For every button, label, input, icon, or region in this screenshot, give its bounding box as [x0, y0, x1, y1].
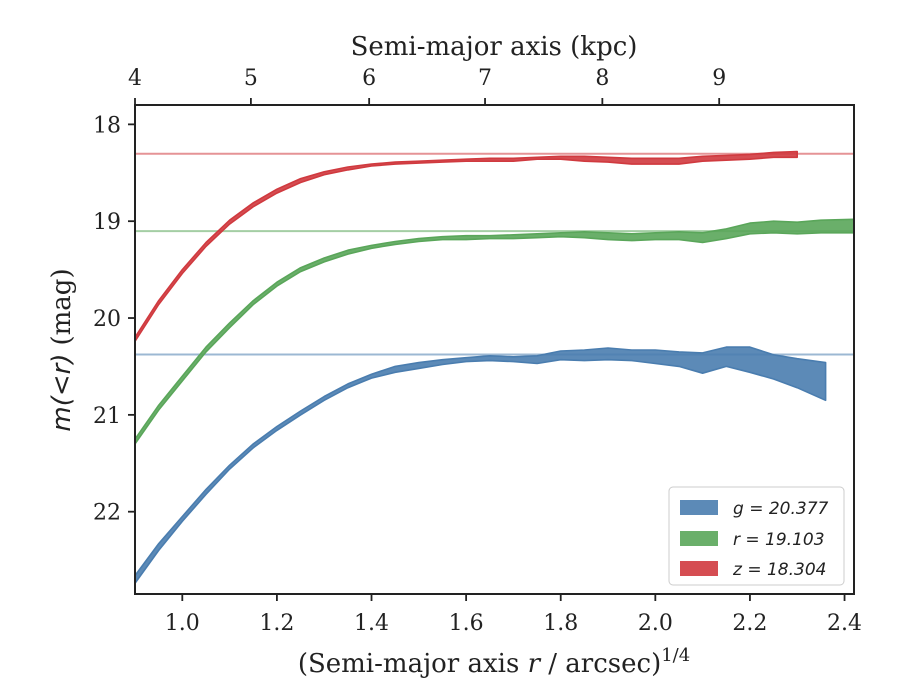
top-tick-label: 6 [362, 66, 376, 91]
y-tick-label: 19 [93, 210, 121, 235]
x-tick-label: 1.6 [449, 611, 484, 636]
legend-swatch-g [680, 500, 718, 515]
legend-label-g: g = 20.377 [733, 499, 829, 519]
legend-label-z: z = 18.304 [732, 560, 826, 580]
top-tick-label: 5 [244, 66, 258, 91]
legend-swatch-z [680, 561, 718, 576]
band-g [135, 346, 827, 585]
y-tick-label: 20 [93, 307, 121, 332]
legend-label-r: r = 19.103 [733, 530, 825, 550]
x-tick-label: 1.0 [165, 611, 200, 636]
y-tick-label: 18 [93, 113, 121, 138]
plot-frame [134, 104, 855, 595]
top-tick-label: 4 [128, 66, 142, 91]
x-tick-label: 2.2 [732, 611, 767, 636]
top-tick-label: 7 [478, 66, 492, 91]
band-z [135, 150, 799, 343]
legend: g = 20.377 r = 19.103 z = 18.304 [668, 486, 845, 586]
x-axis-label: (Semi-major axis r / arcsec)1/4 [298, 645, 690, 679]
x-tick-label: 1.2 [259, 611, 294, 636]
top-tick-label: 8 [595, 66, 609, 91]
y-axis-label: m(<r)(mag) [47, 268, 77, 431]
top-axis-label: Semi-major axis (kpc) [351, 32, 638, 62]
plot-area [135, 150, 854, 585]
x-tick-label: 1.8 [543, 611, 578, 636]
band-r [135, 218, 854, 445]
y-tick-label: 22 [93, 501, 121, 526]
y-tick-label: 21 [93, 404, 121, 429]
top-tick-label: 9 [712, 66, 726, 91]
legend-swatch-r [680, 531, 718, 546]
x-tick-label: 2.0 [638, 611, 673, 636]
axes: 1.0 1.2 1.4 1.6 1.8 2.0 2.2 2.4 18 19 20 21 22 4 5 6 7 8 9 [93, 66, 862, 636]
x-tick-label: 2.4 [827, 611, 862, 636]
x-tick-label: 1.4 [354, 611, 389, 636]
